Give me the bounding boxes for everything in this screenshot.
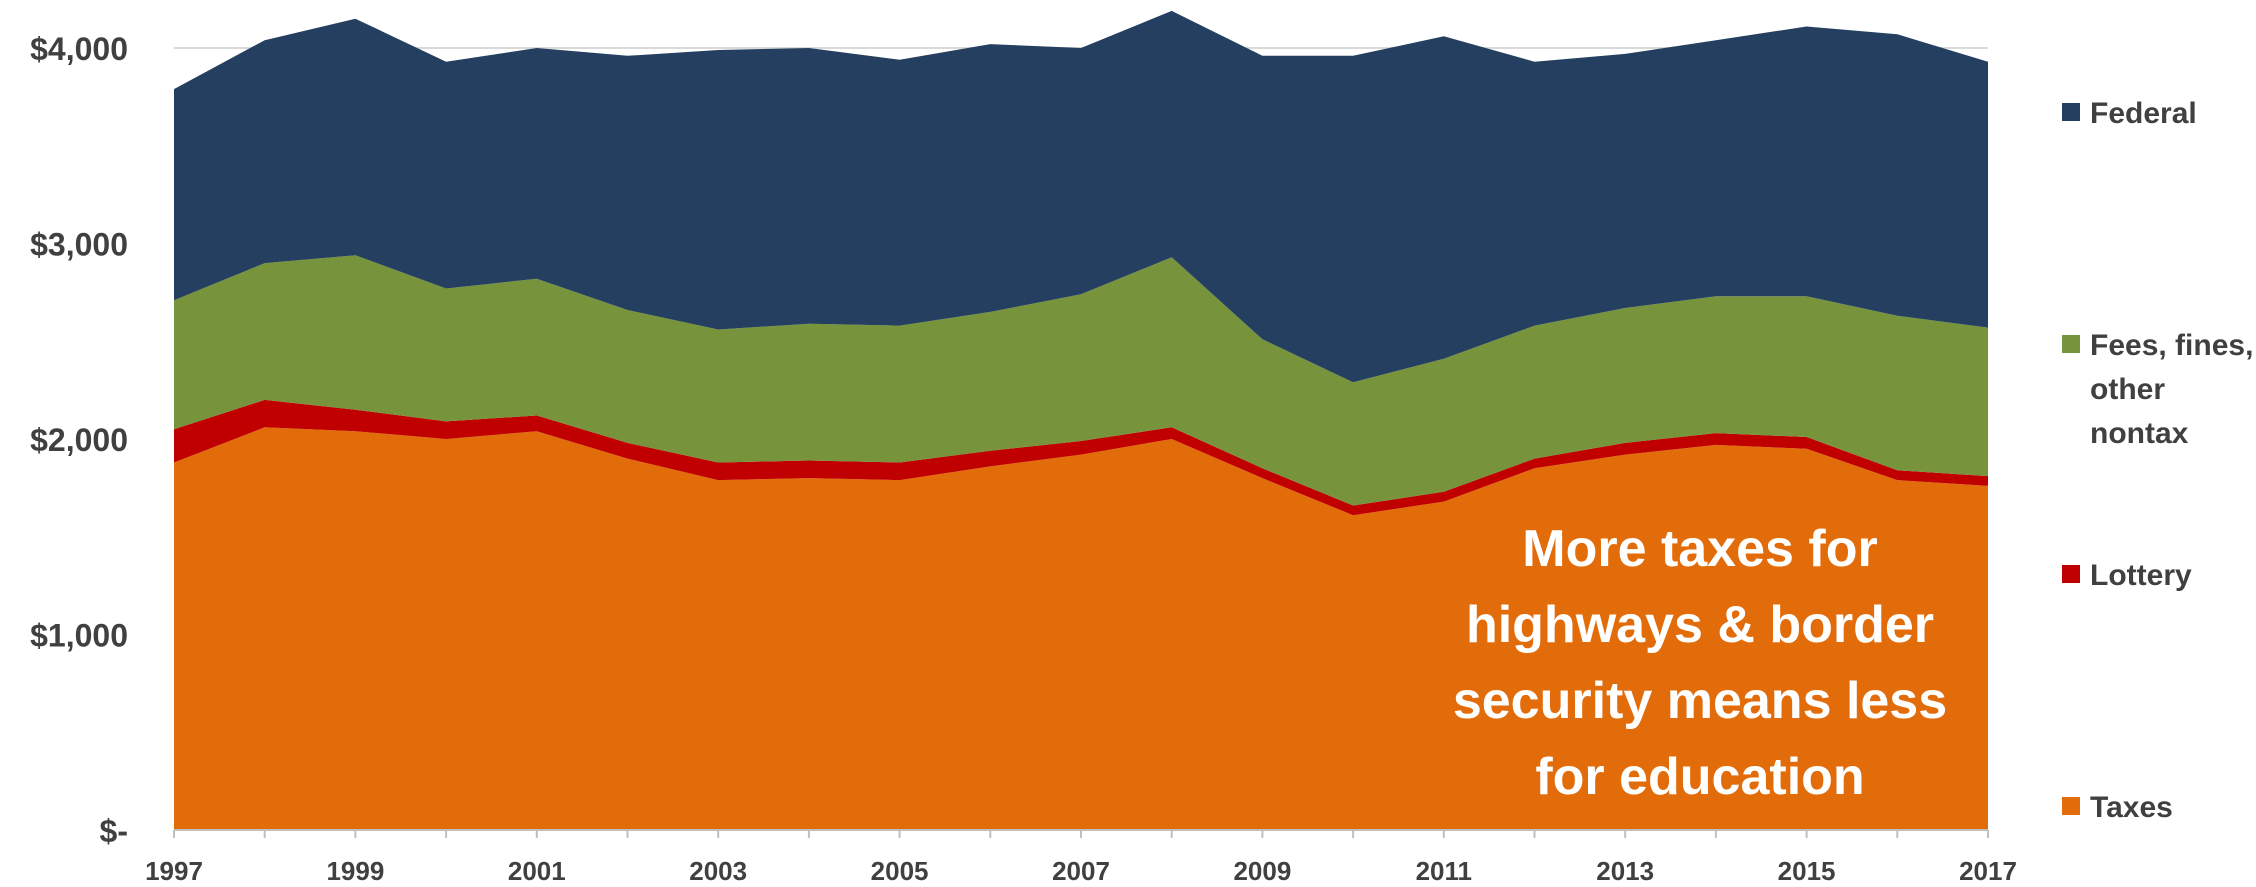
x-tick-label: 2007	[1052, 856, 1110, 886]
legend-label: Taxes	[2090, 791, 2173, 824]
x-tick-label: 2017	[1959, 856, 2017, 886]
legend-item: Taxes	[2062, 791, 2173, 824]
legend-item: Fees, fines, other nontax	[2062, 329, 2253, 450]
x-tick-label: 1999	[326, 856, 384, 886]
x-axis: 1997 1999 2001 2003 2005 2007 2009 2011 2013 2015…	[145, 829, 2017, 886]
area-taxes	[174, 427, 1988, 830]
annotation-line: highways & border	[1466, 596, 1934, 654]
legend-swatch	[2062, 103, 2080, 121]
annotation-line: security means less	[1453, 672, 1947, 730]
plot-areas	[174, 10, 1988, 830]
annotation-line: More taxes for	[1522, 520, 1877, 578]
y-tick-label: $3,000	[30, 227, 128, 263]
x-tick-label: 2009	[1233, 856, 1291, 886]
y-tick-label: $1,000	[30, 618, 128, 654]
x-tick-label: 2003	[689, 856, 747, 886]
y-tick-label: $2,000	[30, 422, 128, 458]
legend-item: Lottery	[2062, 559, 2192, 592]
legend-label: Federal	[2090, 97, 2197, 130]
legend: Federal Fees, fines, other nontax Lottery Tax…	[2062, 97, 2253, 824]
annotation: More taxes for highways & border security …	[1453, 520, 1947, 806]
x-tick-label: 2005	[871, 856, 929, 886]
legend-label: Lottery	[2090, 559, 2192, 592]
y-tick-label: $-	[100, 813, 128, 849]
x-tick-label: 1997	[145, 856, 203, 886]
area-fees-fines-other-nontax	[174, 255, 1988, 506]
y-axis: $- $1,000 $2,000 $3,000 $4,000	[30, 31, 128, 849]
area-federal	[174, 10, 1988, 383]
legend-swatch	[2062, 335, 2080, 353]
x-tick-label: 2001	[508, 856, 566, 886]
area-lottery	[174, 399, 1988, 516]
legend-swatch	[2062, 565, 2080, 583]
legend-label: Fees, fines, other nontax	[2090, 329, 2253, 450]
y-tick-label: $4,000	[30, 31, 128, 67]
legend-swatch	[2062, 797, 2080, 815]
legend-item: Federal	[2062, 97, 2197, 130]
x-tick-label: 2013	[1596, 856, 1654, 886]
annotation-line: for education	[1535, 748, 1864, 806]
x-tick-label: 2015	[1778, 856, 1836, 886]
x-tick-label: 2011	[1416, 856, 1472, 886]
